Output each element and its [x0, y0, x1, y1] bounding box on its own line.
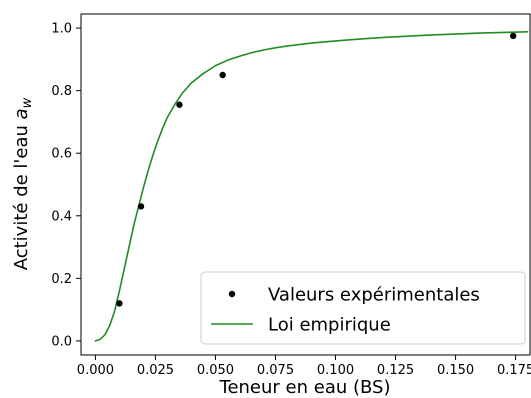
- y-axis-label-text: Activité de l'eau: [11, 119, 32, 270]
- x-axis-label: Teneur en eau (BS): [219, 377, 391, 398]
- y-tick-label: 1.0: [51, 22, 72, 37]
- x-tick-label: 0.050: [197, 363, 234, 378]
- tick-layer: 0.000 0.025 0.050 0.075 0.100 0.125 0.150 0.175…: [51, 22, 531, 378]
- experimental-point: [509, 32, 517, 40]
- legend-box: [200, 271, 526, 345]
- experimental-point: [219, 71, 226, 79]
- x-tick-label: 0.150: [437, 363, 474, 378]
- x-tick-label: 0.075: [257, 363, 294, 378]
- y-axis-label: Activité de l'eau aw: [11, 97, 35, 270]
- x-tick-label: 0.175: [497, 363, 531, 378]
- points-layer: [116, 32, 517, 307]
- y-tick-label: 0.8: [51, 84, 72, 99]
- y-axis-label-subscript: w: [20, 97, 35, 108]
- legend: Valeurs expérimentales Loi empirique: [200, 271, 526, 345]
- curve-layer: [94, 31, 529, 342]
- x-tick-label: 0.025: [137, 363, 174, 378]
- y-tick-label: 0.6: [51, 147, 72, 162]
- y-tick-label: 0.2: [51, 272, 72, 287]
- x-tick-label: 0.125: [377, 363, 414, 378]
- experimental-point: [116, 300, 123, 307]
- x-tick-label: 0.100: [317, 363, 354, 378]
- legend-label-line: Loi empirique: [268, 315, 391, 336]
- y-tick-label: 0.4: [51, 209, 72, 224]
- plot-frame: [80, 13, 531, 356]
- y-axis-label-symbol: a: [11, 108, 32, 119]
- empirical-law-curve: [94, 31, 529, 342]
- x-tick-label: 0.000: [77, 363, 114, 378]
- legend-label-scatter: Valeurs expérimentales: [268, 285, 480, 306]
- experimental-point: [137, 203, 145, 210]
- y-tick-label: 0.0: [51, 334, 72, 349]
- experimental-point: [176, 101, 183, 108]
- legend-marker-scatter: [228, 290, 236, 298]
